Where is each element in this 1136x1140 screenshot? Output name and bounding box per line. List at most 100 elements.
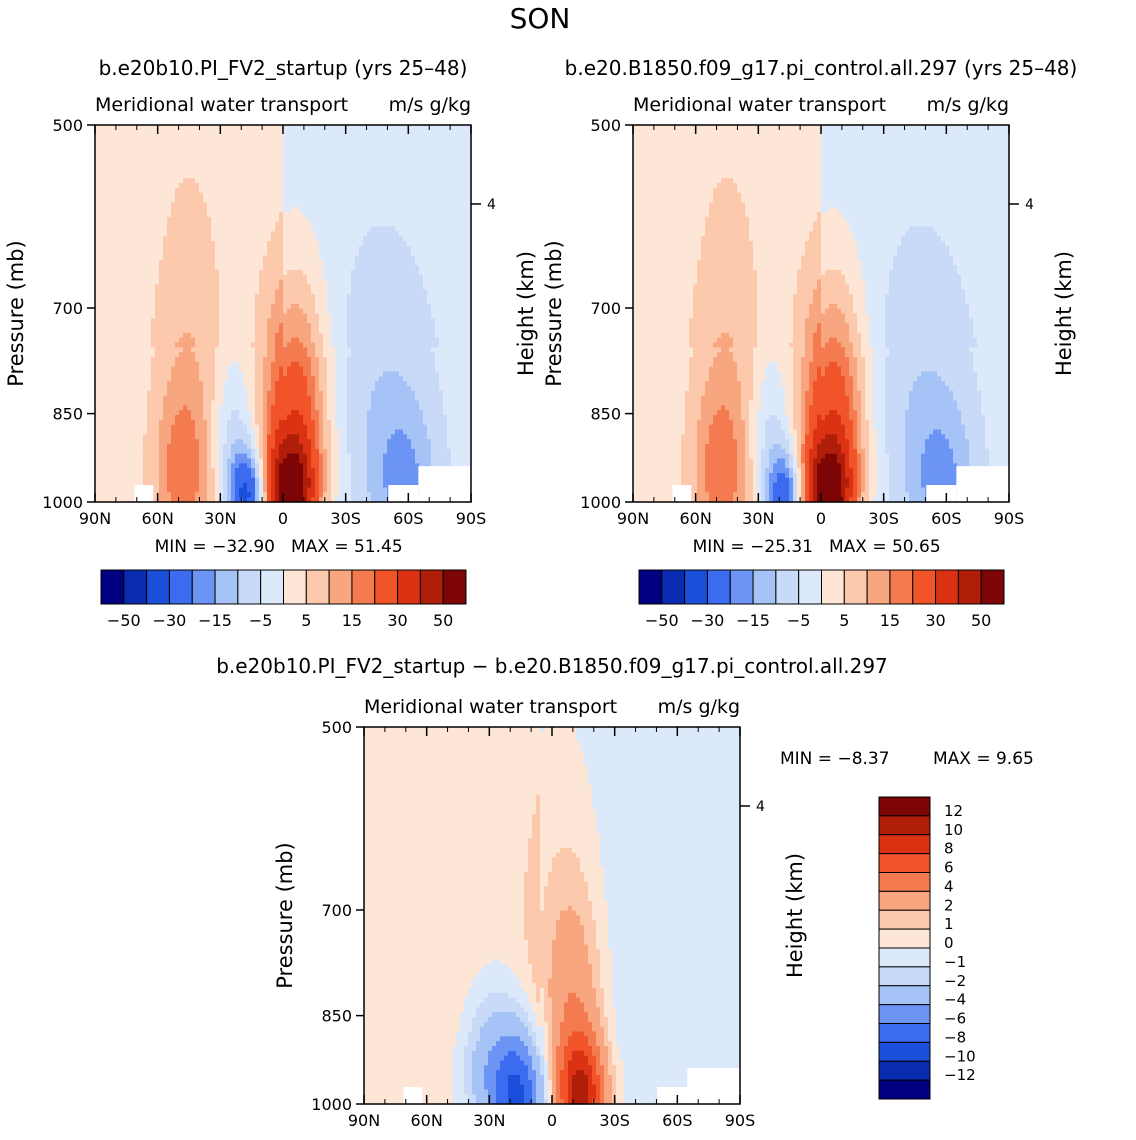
colorbar-swatch	[878, 1023, 931, 1043]
panel-right-title: m/s g/kg	[658, 696, 740, 718]
x-tick-label: 0	[278, 509, 288, 528]
colorbar-swatch	[878, 909, 931, 930]
colorbar-swatch	[957, 569, 982, 605]
colorbar-label: −5	[787, 611, 811, 630]
colorbar-label: 30	[387, 611, 407, 630]
terrain-mask	[403, 1087, 423, 1104]
colorbar-label: −50	[645, 611, 679, 630]
colorbar-swatch	[374, 569, 399, 605]
colorbar-swatch	[878, 1041, 931, 1062]
y-axis-label: Pressure (mb)	[542, 240, 566, 387]
colorbar-label: −15	[198, 611, 232, 630]
colorbar-swatch	[935, 569, 959, 605]
colorbar-swatch	[798, 569, 822, 605]
panel-right-title: m/s g/kg	[389, 94, 471, 116]
colorbar-swatch	[752, 569, 777, 605]
contour-fill	[633, 125, 1010, 503]
colorbar-label: 1	[944, 915, 954, 933]
x-tick-label: 30N	[204, 509, 236, 528]
y-tick-label: 1000	[580, 493, 621, 512]
panel-top-right: b.e20.B1850.f09_g17.pi_control.all.297 (…	[542, 56, 1077, 630]
max-label: MAX = 9.65	[933, 749, 1034, 769]
x-tick-label: 30N	[742, 509, 774, 528]
colorbar-label: −30	[691, 611, 725, 630]
panel-top-left: b.e20b10.PI_FV2_startup (yrs 25–48) Merid…	[4, 56, 538, 630]
x-tick-label: 30S	[599, 1111, 630, 1130]
min-label: MIN = −8.37	[780, 749, 890, 769]
colorbar-label: −2	[944, 972, 966, 990]
colorbar: −50 −30 −15 −5 5 15 30 50	[100, 569, 467, 630]
min-label: MIN = −25.31	[693, 537, 813, 557]
x-tick-label: 30S	[330, 509, 361, 528]
colorbar-swatch	[878, 796, 931, 817]
right-axis-label: Height (km)	[1052, 251, 1076, 376]
panel-left-title: Meridional water transport	[364, 696, 617, 718]
x-tick-label: 30N	[473, 1111, 505, 1130]
min-label: MIN = −32.90	[155, 537, 275, 557]
colorbar-label: 10	[944, 821, 963, 839]
y-tick-label: 500	[321, 718, 352, 737]
colorbar-swatch	[351, 569, 376, 605]
right-axis: 4 Height (km)	[740, 799, 807, 978]
colorbar-swatch	[729, 569, 754, 605]
colorbar-label: −50	[107, 611, 141, 630]
colorbar-label: 50	[433, 611, 453, 630]
colorbar-label: 6	[944, 859, 954, 877]
y-tick-label: 700	[52, 299, 83, 318]
colorbar-swatch	[878, 928, 931, 949]
x-tick-label: 60S	[393, 509, 424, 528]
panel-title: b.e20.B1850.f09_g17.pi_control.all.297 (…	[565, 56, 1078, 80]
colorbar-swatch	[419, 569, 444, 605]
x-tick-label: 90S	[994, 509, 1025, 528]
right-tick-label: 4	[756, 799, 765, 815]
panel-title: b.e20b10.PI_FV2_startup − b.e20.B1850.f0…	[216, 654, 888, 678]
x-tick-label: 90S	[725, 1111, 756, 1130]
colorbar-swatch	[328, 569, 353, 605]
colorbar-swatch	[661, 569, 686, 605]
max-label: MAX = 50.65	[829, 537, 941, 557]
x-tick-label: 60S	[931, 509, 962, 528]
colorbar-label: −8	[944, 1028, 966, 1046]
x-tick-label: 60N	[411, 1111, 443, 1130]
figure-title: SON	[510, 2, 571, 35]
colorbar-swatch	[442, 569, 467, 605]
colorbar-label: −6	[944, 1010, 966, 1028]
panel-left-title: Meridional water transport	[95, 94, 348, 116]
colorbar-swatch	[878, 1004, 931, 1024]
colorbar-swatch	[878, 966, 931, 987]
y-axis-label: Pressure (mb)	[4, 240, 28, 387]
colorbar-swatch	[638, 569, 663, 605]
x-tick-label: 30S	[868, 509, 899, 528]
panels: b.e20b10.PI_FV2_startup (yrs 25–48) Merid…	[4, 56, 1077, 1130]
colorbar-swatch	[878, 947, 931, 968]
colorbar-swatch	[878, 985, 931, 1006]
colorbar-label: 15	[880, 611, 900, 630]
colorbar-swatch	[305, 569, 330, 605]
colorbar-label: −1	[944, 953, 966, 971]
right-axis: 4 Height (km)	[471, 197, 538, 376]
colorbar-swatch	[146, 569, 170, 605]
colorbar-label: 15	[342, 611, 362, 630]
terrain-mask	[418, 466, 471, 502]
x-tick-label: 60N	[142, 509, 174, 528]
colorbar-swatch	[214, 569, 239, 605]
right-tick-label: 4	[487, 197, 496, 213]
x-tick-label: 90N	[79, 509, 111, 528]
panel-left-title: Meridional water transport	[633, 94, 886, 116]
colorbar-label: 30	[925, 611, 945, 630]
colorbar-swatch	[889, 569, 914, 605]
colorbar-label: −12	[944, 1066, 976, 1084]
x-tick-label: 60S	[662, 1111, 693, 1130]
x-axis: 90N 60N 30N 0 30S 60S 90S	[617, 125, 1024, 528]
x-tick-label: 90S	[456, 509, 487, 528]
colorbar: −50 −30 −15 −5 5 15 30 50	[638, 569, 1005, 630]
colorbar-swatch	[821, 569, 845, 605]
y-tick-label: 850	[321, 1007, 352, 1026]
y-tick-label: 700	[590, 299, 621, 318]
right-tick-label: 4	[1025, 197, 1034, 213]
colorbar-label: 5	[301, 611, 311, 630]
y-tick-label: 700	[321, 901, 352, 920]
y-tick-label: 850	[590, 405, 621, 424]
